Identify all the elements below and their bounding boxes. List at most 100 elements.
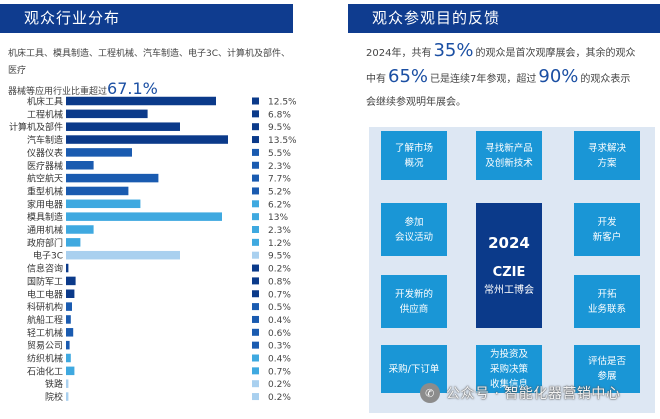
value-label: 0.4%	[268, 316, 291, 326]
left-section-title: 观众行业分布	[0, 4, 293, 33]
industry-bar	[66, 199, 141, 209]
legend-swatch	[252, 393, 259, 401]
value-label: 6.8%	[268, 110, 291, 120]
expo-center-badge: 2024 CZIE 常州工博会	[476, 203, 542, 328]
category-label: 国防军工	[27, 275, 63, 287]
purpose-new-suppliers: 开发新的 供应商	[381, 275, 447, 328]
purpose-attend-conferences: 参加 会议活动	[381, 203, 447, 256]
category-label: 重型机械	[27, 185, 63, 197]
category-label: 院校	[45, 391, 63, 403]
watermark: ✆ 公众号 · 智能化器营销中心	[420, 378, 620, 408]
visit-text-1: 2024年，共有	[366, 48, 432, 59]
category-label: 汽车制造	[27, 134, 63, 146]
value-label: 9.5%	[268, 252, 291, 262]
industry-bar	[66, 148, 132, 157]
category-label: 通用机械	[27, 224, 63, 236]
value-label: 5.2%	[268, 187, 291, 197]
industry-share-highlight: 67.1%	[107, 79, 158, 98]
legend-swatch	[252, 341, 259, 349]
value-label: 0.7%	[268, 367, 291, 377]
value-label: 6.2%	[268, 200, 291, 210]
industry-bar	[66, 96, 216, 106]
visit-text-3: 中有	[366, 74, 386, 85]
legend-swatch	[252, 328, 259, 336]
category-label: 政府部门	[27, 237, 63, 249]
industry-bar	[66, 173, 159, 183]
value-label: 12.5%	[268, 98, 297, 108]
industry-bar	[66, 225, 94, 234]
industry-bar	[66, 289, 75, 298]
legend-swatch	[252, 354, 259, 362]
legend-swatch	[252, 303, 259, 311]
visit-intro-line1: 2024年，共有 35% 的观众是首次观摩展会，其余的观众	[366, 39, 656, 65]
legend-swatch	[252, 136, 259, 144]
value-label: 0.5%	[268, 303, 291, 313]
legend-swatch	[252, 174, 259, 182]
category-label: 工程机械	[27, 108, 63, 120]
industry-bar	[66, 315, 71, 324]
purpose-business-contacts: 开拓 业务联系	[574, 275, 640, 328]
category-label: 仪器仪表	[27, 147, 63, 159]
industry-bar	[66, 366, 75, 376]
industry-bar	[66, 135, 228, 144]
value-label: 0.7%	[268, 290, 291, 300]
value-label: 0.2%	[268, 380, 291, 390]
legend-swatch	[252, 97, 259, 105]
legend-swatch	[252, 123, 259, 131]
first-visit-percent: 35%	[433, 40, 474, 61]
category-label: 纺织机械	[27, 353, 63, 365]
legend-swatch	[252, 251, 259, 259]
category-label: 医疗器械	[27, 160, 63, 172]
purpose-new-customers: 开发 新客户	[574, 203, 640, 256]
legend-swatch	[252, 380, 259, 388]
purpose-investment-info: 为投资及 采购决策 收集信息	[476, 345, 542, 393]
watermark-text: 公众号 · 智能化器营销中心	[446, 386, 621, 402]
visit-text-2: 的观众是首次观摩展会，其余的观众	[475, 48, 636, 59]
legend-swatch	[252, 277, 259, 285]
legend-swatch	[252, 187, 259, 195]
legend-swatch	[252, 148, 259, 156]
industry-bar	[66, 379, 69, 388]
value-label: 0.6%	[268, 329, 291, 339]
value-label: 0.8%	[268, 277, 291, 287]
category-label: 轻工机械	[27, 327, 63, 339]
industry-bar	[66, 353, 71, 363]
category-label: 石油化工	[27, 365, 63, 377]
legend-swatch	[252, 238, 259, 246]
legend-swatch	[252, 161, 259, 169]
industry-bar	[66, 212, 222, 221]
value-label: 0.3%	[268, 342, 291, 352]
category-label: 模具制造	[27, 211, 63, 223]
industry-bar	[66, 302, 72, 311]
expo-subtitle: 常州工博会	[484, 284, 534, 296]
legend-swatch	[252, 213, 259, 221]
legend-swatch	[252, 290, 259, 298]
purpose-find-solutions: 寻求解决 方案	[574, 131, 640, 180]
legend-swatch	[252, 315, 259, 323]
category-label: 贸易公司	[27, 340, 63, 352]
industry-bar	[66, 392, 69, 401]
legend-swatch	[252, 226, 259, 233]
visit-intro: 2024年，共有 35% 的观众是首次观摩展会，其余的观众 中有 65% 已是连续7年参…	[366, 39, 656, 114]
industry-bar	[66, 250, 180, 260]
value-label: 0.2%	[268, 393, 291, 403]
legend-swatch	[252, 367, 259, 375]
value-label: 5.5%	[268, 149, 291, 159]
value-label: 7.7%	[268, 175, 291, 185]
value-label: 0.4%	[268, 355, 291, 365]
expo-name: CZIE	[492, 264, 526, 280]
visit-text-4: 已是连续7年参观，超过	[430, 74, 537, 85]
industry-bar	[66, 109, 148, 119]
legend-swatch	[252, 200, 259, 208]
industry-bar	[66, 340, 70, 350]
industry-intro: 机床工具、模具制造、工程机械、汽车制造、电子3C、计算机及部件、医疗 器械等应用…	[8, 46, 298, 101]
value-label: 1.2%	[268, 239, 291, 249]
category-label: 机床工具	[27, 96, 63, 108]
industry-bar	[66, 276, 76, 286]
value-label: 2.3%	[268, 226, 291, 236]
industry-bar	[66, 263, 69, 273]
wechat-icon: ✆	[420, 383, 440, 403]
category-label: 家用电器	[27, 198, 63, 210]
value-label: 2.3%	[268, 162, 291, 172]
